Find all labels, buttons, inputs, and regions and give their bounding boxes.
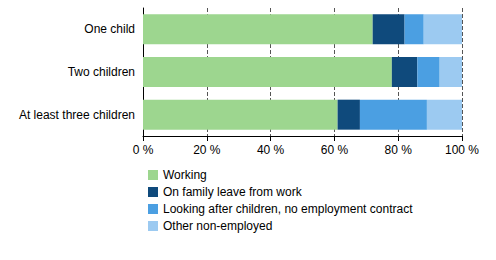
svg-text:Looking after children, no emp: Looking after children, no employment co… — [163, 202, 413, 216]
svg-text:80 %: 80 % — [385, 143, 413, 157]
svg-text:At least three children: At least three children — [19, 108, 135, 122]
svg-text:60 %: 60 % — [321, 143, 349, 157]
svg-text:Other non-employed: Other non-employed — [163, 219, 272, 233]
svg-text:One child: One child — [84, 22, 135, 36]
svg-text:20 %: 20 % — [193, 143, 221, 157]
svg-text:100 %: 100 % — [445, 143, 479, 157]
svg-text:On family leave from work: On family leave from work — [163, 185, 303, 199]
svg-text:Two children: Two children — [68, 65, 135, 79]
svg-text:40 %: 40 % — [257, 143, 285, 157]
svg-text:Working: Working — [163, 168, 207, 182]
svg-text:0 %: 0 % — [133, 143, 154, 157]
